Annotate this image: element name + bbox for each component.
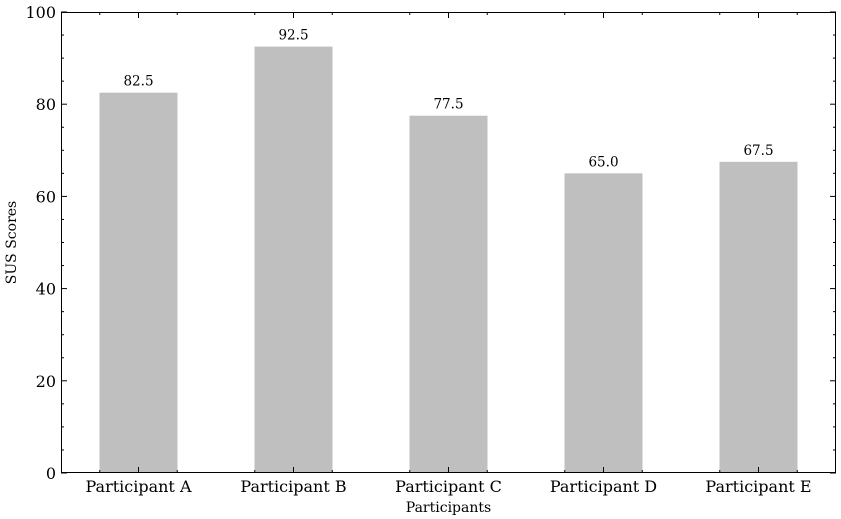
x-tick-label: Participant C: [395, 477, 502, 496]
bar-value-label: 92.5: [278, 28, 308, 44]
bar-4: [564, 173, 643, 473]
bar-value-label: 65.0: [588, 154, 618, 170]
y-tick-label: 40: [36, 280, 56, 299]
ticks-layer: [61, 11, 836, 474]
y-tick-label: 80: [36, 95, 56, 114]
bar-3: [409, 115, 488, 473]
y-tick-label: 60: [36, 187, 56, 206]
bar-value-label: 67.5: [743, 143, 773, 159]
bars-layer: [99, 46, 798, 474]
x-tick-label: Participant A: [85, 477, 191, 496]
x-axis-title: Participants: [406, 500, 491, 516]
x-tick-label: Participant B: [240, 477, 346, 496]
y-axis-title: SUS Scores: [4, 201, 20, 284]
x-tick-label: Participant E: [705, 477, 811, 496]
bar-2: [254, 46, 333, 473]
value-labels-layer: 82.5 92.5 77.5 65.0 67.5: [123, 28, 773, 171]
y-tick-label: 0: [46, 464, 56, 483]
x-tick-label: Participant D: [550, 477, 657, 496]
x-axis-tick-labels: Participant A Participant B Participant C P…: [85, 477, 811, 496]
bar-value-label: 82.5: [123, 74, 153, 90]
y-tick-label: 20: [36, 372, 56, 391]
bar-value-label: 77.5: [433, 97, 463, 113]
bar-1: [99, 92, 178, 474]
bar-5: [719, 161, 798, 473]
y-axis-tick-labels: 0 20 40 60 80 100: [25, 3, 56, 483]
y-tick-label: 100: [25, 3, 56, 22]
